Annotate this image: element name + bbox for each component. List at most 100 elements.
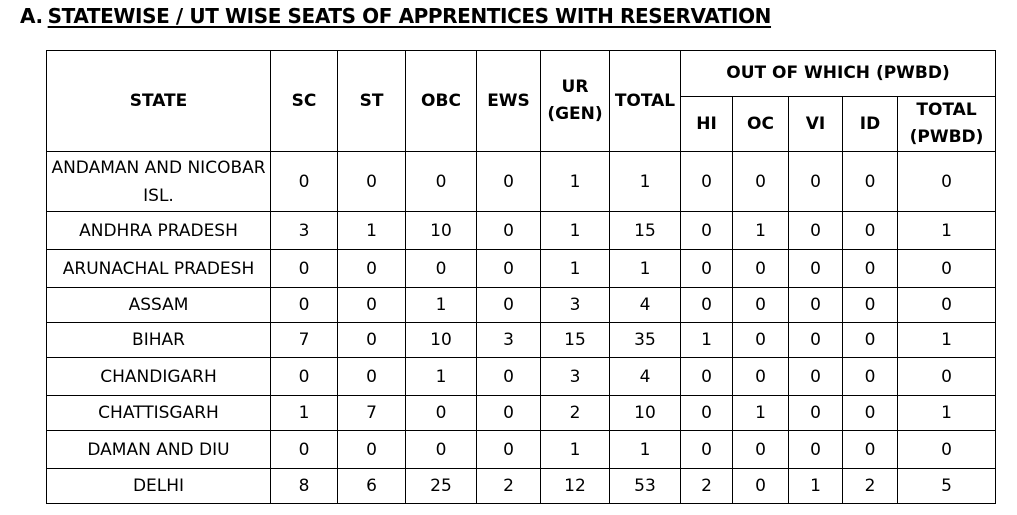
obc-cell: 0 [405, 430, 477, 469]
sc-cell: 0 [270, 357, 338, 396]
state-cell: BIHAR [46, 322, 271, 358]
state-cell: DELHI [46, 468, 271, 504]
sc-cell: 0 [270, 249, 338, 288]
total-pwbd-cell: 0 [896, 357, 997, 396]
obc-cell: 0 [405, 249, 477, 288]
table-row: ASSAM 0 0 1 0 3 4 0 0 0 0 0 [46, 287, 997, 323]
ews-cell: 0 [476, 395, 541, 431]
hi-cell: 0 [680, 430, 733, 469]
state-cell: ARUNACHAL PRADESH [46, 249, 271, 288]
ews-cell: 0 [476, 357, 541, 396]
ur-cell: 3 [540, 287, 610, 323]
st-cell: 1 [337, 211, 406, 250]
header-ur: UR (GEN) [540, 50, 610, 152]
ews-cell: 0 [476, 430, 541, 469]
obc-cell: 0 [405, 151, 477, 212]
hi-cell: 0 [680, 395, 733, 431]
ur-cell: 1 [540, 211, 610, 250]
obc-cell: 25 [405, 468, 477, 504]
sc-cell: 0 [270, 151, 338, 212]
total-cell: 4 [609, 287, 681, 323]
id-cell: 0 [842, 151, 898, 212]
hi-cell: 2 [680, 468, 733, 504]
obc-cell: 10 [405, 322, 477, 358]
total-pwbd-cell: 1 [896, 322, 997, 358]
total-cell: 4 [609, 357, 681, 396]
header-hi: HI [680, 96, 733, 152]
id-cell: 0 [842, 430, 898, 469]
header-sc: SC [270, 50, 338, 152]
obc-cell: 1 [405, 357, 477, 396]
header-row-sub: HI OC VI ID TOTAL (PWBD) [47, 96, 997, 152]
oc-cell: 0 [732, 357, 789, 396]
ur-cell: 3 [540, 357, 610, 396]
hi-cell: 0 [680, 151, 733, 212]
total-cell: 1 [609, 151, 681, 212]
total-pwbd-cell: 0 [896, 287, 997, 323]
vi-cell: 0 [788, 395, 843, 431]
vi-cell: 0 [788, 249, 843, 288]
oc-cell: 1 [732, 395, 789, 431]
header-ews: EWS [476, 50, 541, 152]
state-cell: CHANDIGARH [46, 357, 271, 396]
total-cell: 1 [609, 430, 681, 469]
header-oc: OC [732, 96, 789, 152]
ur-cell: 1 [540, 151, 610, 212]
state-cell: ANDAMAN AND NICOBAR ISL. [46, 151, 271, 212]
header-total: TOTAL [609, 50, 681, 152]
obc-cell: 1 [405, 287, 477, 323]
hi-cell: 0 [680, 211, 733, 250]
total-pwbd-cell: 1 [896, 211, 997, 250]
vi-cell: 0 [788, 151, 843, 212]
obc-cell: 10 [405, 211, 477, 250]
id-cell: 2 [842, 468, 898, 504]
vi-cell: 1 [788, 468, 843, 504]
ur-cell: 1 [540, 430, 610, 469]
hi-cell: 0 [680, 287, 733, 323]
id-cell: 0 [842, 322, 898, 358]
vi-cell: 0 [788, 322, 843, 358]
total-pwbd-cell: 5 [896, 468, 997, 504]
sc-cell: 7 [270, 322, 338, 358]
st-cell: 7 [337, 395, 406, 431]
st-cell: 0 [337, 357, 406, 396]
sc-cell: 3 [270, 211, 338, 250]
vi-cell: 0 [788, 357, 843, 396]
oc-cell: 0 [732, 151, 789, 212]
oc-cell: 0 [732, 322, 789, 358]
table-row: ANDAMAN AND NICOBAR ISL. 0 0 0 0 1 1 0 0… [46, 151, 997, 212]
table-row: ARUNACHAL PRADESH 0 0 0 0 1 1 0 0 0 0 0 [46, 249, 997, 288]
table-row: CHANDIGARH 0 0 1 0 3 4 0 0 0 0 0 [46, 357, 997, 396]
id-cell: 0 [842, 211, 898, 250]
vi-cell: 0 [788, 287, 843, 323]
sc-cell: 1 [270, 395, 338, 431]
st-cell: 6 [337, 468, 406, 504]
sc-cell: 0 [270, 287, 338, 323]
sc-cell: 0 [270, 430, 338, 469]
st-cell: 0 [337, 287, 406, 323]
oc-cell: 1 [732, 211, 789, 250]
id-cell: 0 [842, 395, 898, 431]
ur-cell: 12 [540, 468, 610, 504]
vi-cell: 0 [788, 211, 843, 250]
st-cell: 0 [337, 249, 406, 288]
section-prefix: A. [20, 4, 43, 28]
header-obc: OBC [405, 50, 477, 152]
total-pwbd-cell: 0 [896, 249, 997, 288]
header-total-pwbd: TOTAL (PWBD) [896, 96, 997, 152]
state-cell: DAMAN AND DIU [46, 430, 271, 469]
section-heading: A. STATEWISE / UT WISE SEATS OF APPRENTIC… [20, 4, 771, 28]
ews-cell: 0 [476, 249, 541, 288]
oc-cell: 0 [732, 430, 789, 469]
total-pwbd-cell: 0 [896, 430, 997, 469]
oc-cell: 0 [732, 249, 789, 288]
obc-cell: 0 [405, 395, 477, 431]
header-id: ID [842, 96, 898, 152]
oc-cell: 0 [732, 287, 789, 323]
hi-cell: 0 [680, 249, 733, 288]
state-cell: ASSAM [46, 287, 271, 323]
ews-cell: 0 [476, 211, 541, 250]
state-cell: CHATTISGARH [46, 395, 271, 431]
ews-cell: 2 [476, 468, 541, 504]
ur-cell: 2 [540, 395, 610, 431]
